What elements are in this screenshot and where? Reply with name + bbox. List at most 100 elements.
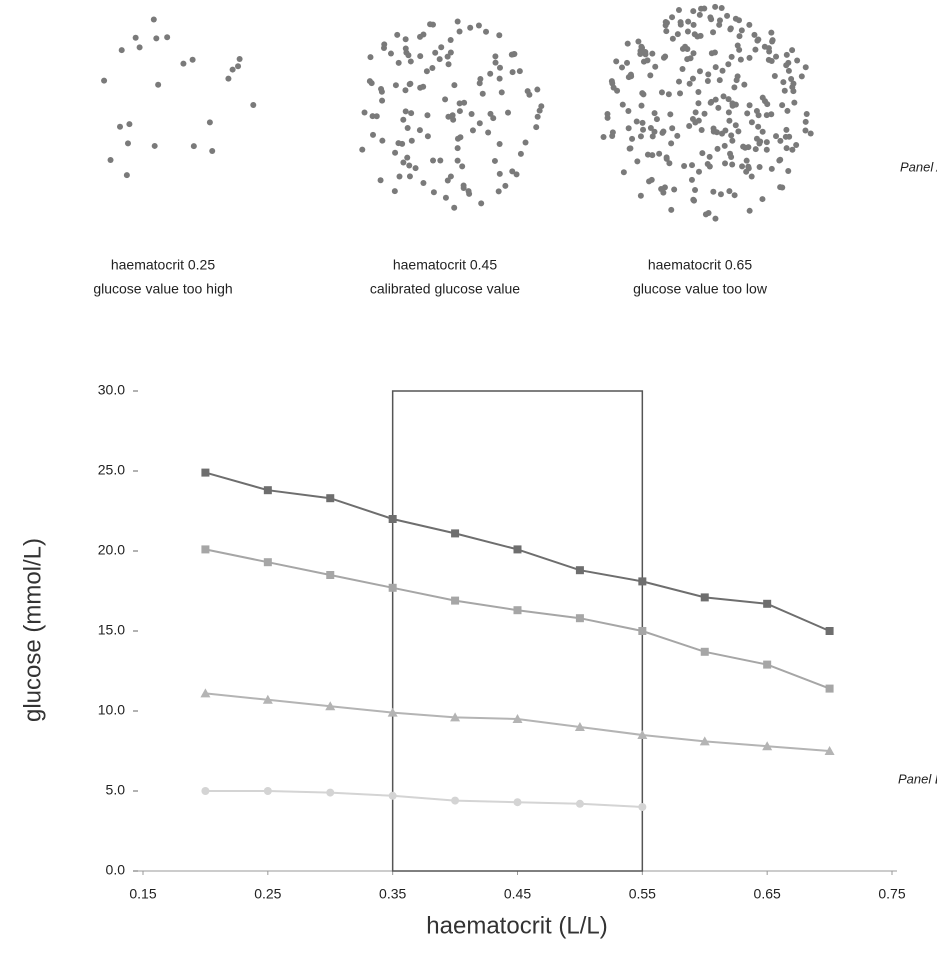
- x-tick-label: 0.15: [129, 886, 156, 902]
- particle: [784, 107, 791, 114]
- particle: [746, 207, 753, 214]
- particle: [688, 176, 695, 183]
- particle: [509, 69, 516, 76]
- particle: [107, 156, 114, 163]
- particle: [788, 76, 795, 83]
- particle: [613, 58, 620, 65]
- marker: [763, 660, 772, 669]
- particle: [451, 82, 458, 89]
- marker: [326, 571, 335, 579]
- particle: [668, 140, 675, 147]
- marker: [637, 730, 648, 739]
- particle: [686, 80, 693, 87]
- particle: [706, 163, 713, 170]
- particle: [456, 100, 463, 107]
- particle: [743, 157, 750, 164]
- particle: [726, 188, 733, 195]
- particle: [637, 47, 644, 54]
- particle: [794, 57, 801, 64]
- particle: [690, 196, 697, 203]
- particle: [505, 109, 512, 116]
- particle: [467, 24, 474, 31]
- particle: [699, 150, 706, 157]
- marker: [451, 796, 460, 805]
- particle: [629, 135, 636, 142]
- particle: [771, 72, 778, 79]
- particle: [502, 182, 509, 189]
- particle: [635, 38, 642, 45]
- particle: [647, 72, 654, 79]
- particle: [380, 45, 387, 52]
- particle: [644, 151, 651, 158]
- particle: [640, 58, 647, 65]
- particle: [649, 152, 656, 159]
- particle: [759, 128, 766, 135]
- marker: [638, 577, 647, 586]
- particle: [735, 128, 742, 135]
- particle: [151, 142, 158, 149]
- particle: [394, 31, 401, 38]
- particle: [624, 40, 631, 47]
- particle: [732, 122, 739, 129]
- particle: [442, 194, 449, 201]
- particle: [432, 49, 439, 56]
- particle: [392, 82, 399, 89]
- particle: [755, 112, 762, 119]
- particle: [117, 123, 124, 130]
- particle: [773, 53, 780, 60]
- particle: [646, 178, 653, 185]
- particle: [789, 47, 796, 54]
- particle: [449, 112, 456, 119]
- caption: glucose value too low: [633, 281, 768, 297]
- particle: [662, 22, 669, 29]
- particle: [250, 102, 257, 109]
- particle: [379, 137, 386, 144]
- particle: [649, 133, 656, 140]
- particle: [727, 26, 734, 33]
- particle: [496, 141, 503, 148]
- particle: [454, 18, 461, 25]
- marker: [201, 468, 210, 477]
- particle: [634, 158, 641, 165]
- particle: [696, 68, 703, 75]
- particle: [164, 34, 171, 41]
- particle: [487, 70, 494, 77]
- marker: [388, 791, 397, 800]
- particle: [522, 139, 529, 146]
- x-tick-label: 0.55: [629, 886, 656, 902]
- particle: [729, 100, 736, 107]
- marker: [201, 787, 210, 795]
- particle: [726, 117, 733, 124]
- particle: [701, 110, 708, 117]
- marker: [575, 566, 584, 575]
- particle: [769, 37, 776, 44]
- particle: [609, 80, 616, 87]
- particle: [720, 93, 727, 100]
- particle: [708, 50, 715, 57]
- particle: [704, 77, 711, 84]
- marker: [388, 515, 397, 523]
- particle: [460, 184, 467, 191]
- particle: [417, 53, 424, 60]
- particle: [663, 28, 670, 35]
- particle: [719, 67, 726, 74]
- particle: [619, 101, 626, 108]
- particle: [430, 157, 437, 164]
- particle: [396, 173, 403, 180]
- particle: [492, 53, 499, 60]
- particle: [702, 211, 709, 218]
- particle: [687, 55, 694, 62]
- particle: [690, 21, 697, 28]
- particle: [639, 90, 646, 97]
- particle: [689, 116, 696, 123]
- particle: [722, 160, 729, 167]
- particle: [447, 173, 454, 180]
- particle: [517, 150, 524, 157]
- y-axis-title: glucose (mmol/L): [19, 538, 46, 722]
- particle: [716, 17, 723, 24]
- marker: [574, 722, 585, 731]
- particle: [768, 111, 775, 118]
- particle: [649, 50, 656, 57]
- marker: [825, 684, 834, 693]
